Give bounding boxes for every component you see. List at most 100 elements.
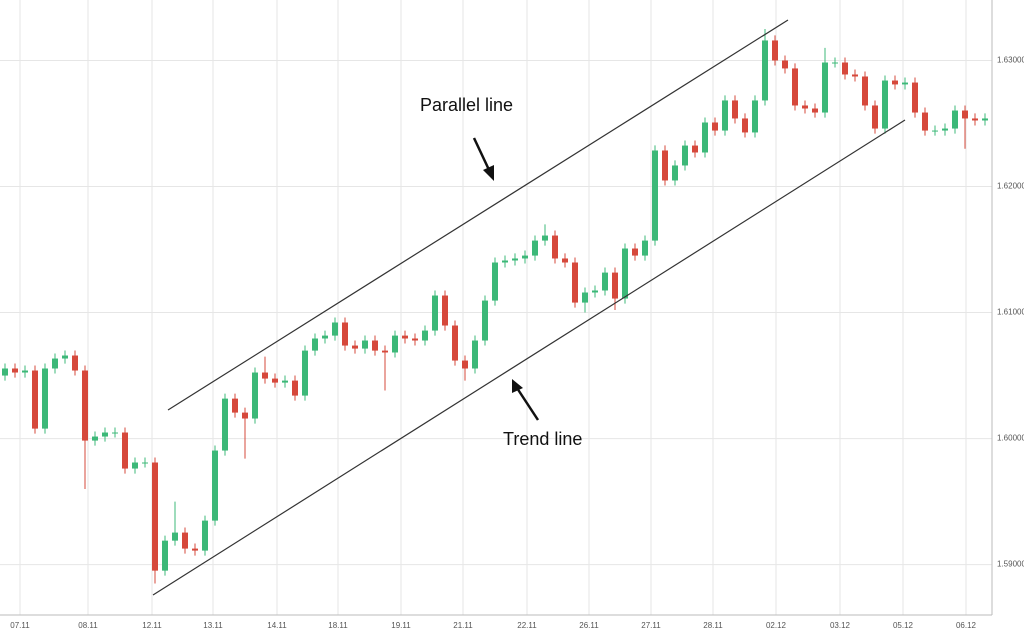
candle-body bbox=[602, 272, 608, 291]
candle-body bbox=[982, 118, 988, 121]
candle-body bbox=[62, 355, 68, 359]
y-tick-label: 1.63000 bbox=[997, 56, 1024, 65]
candle-body bbox=[312, 338, 318, 351]
x-tick-label: 21.11 bbox=[453, 621, 473, 630]
candle-body bbox=[132, 462, 138, 469]
candle-body bbox=[262, 372, 268, 379]
candle-body bbox=[302, 350, 308, 396]
arrow bbox=[512, 379, 540, 421]
candle-body bbox=[192, 548, 198, 551]
candle-body bbox=[752, 100, 758, 133]
candle-body bbox=[172, 532, 178, 541]
candles bbox=[2, 28, 988, 584]
candle-body bbox=[822, 62, 828, 113]
candle-body bbox=[872, 105, 878, 129]
grid bbox=[0, 0, 992, 615]
candle-body bbox=[842, 62, 848, 75]
candle-body bbox=[122, 432, 128, 469]
candle-body bbox=[722, 100, 728, 131]
candle-body bbox=[562, 258, 568, 263]
candle-body bbox=[892, 80, 898, 85]
candle-body bbox=[952, 110, 958, 129]
x-tick-label: 12.11 bbox=[142, 621, 162, 630]
candle-body bbox=[322, 335, 328, 339]
candle-body bbox=[342, 322, 348, 346]
x-tick-label: 06.12 bbox=[956, 621, 977, 630]
y-tick-label: 1.61000 bbox=[997, 308, 1024, 317]
candle-body bbox=[232, 398, 238, 413]
candle-body bbox=[522, 255, 528, 259]
candle-body bbox=[762, 40, 768, 101]
candle-body bbox=[882, 80, 888, 129]
candle-body bbox=[102, 432, 108, 437]
candle-body bbox=[742, 118, 748, 133]
y-tick-label: 1.59000 bbox=[997, 560, 1024, 569]
candle-body bbox=[362, 340, 368, 349]
candle-body bbox=[152, 462, 158, 571]
x-tick-label: 28.11 bbox=[703, 621, 723, 630]
candle-body bbox=[52, 358, 58, 369]
candle-body bbox=[332, 322, 338, 336]
candle-body bbox=[612, 272, 618, 299]
candle-body bbox=[912, 82, 918, 113]
candle-body bbox=[492, 262, 498, 301]
candle-body bbox=[242, 412, 248, 419]
annotation: Parallel line bbox=[420, 95, 513, 115]
candle-body bbox=[632, 248, 638, 256]
candle-body bbox=[422, 330, 428, 341]
candle-body bbox=[682, 145, 688, 166]
candle-body bbox=[212, 450, 218, 521]
candle-body bbox=[972, 118, 978, 121]
candle-body bbox=[932, 130, 938, 132]
candle-body bbox=[572, 262, 578, 303]
candle-body bbox=[42, 368, 48, 429]
candle-body bbox=[672, 165, 678, 181]
candle-body bbox=[382, 350, 388, 353]
candle-body bbox=[542, 235, 548, 241]
candle-body bbox=[812, 108, 818, 113]
candle-body bbox=[622, 248, 628, 299]
candle-body bbox=[452, 325, 458, 361]
candle-body bbox=[432, 295, 438, 331]
x-tick-label: 03.12 bbox=[830, 621, 851, 630]
x-tick-label: 05.12 bbox=[893, 621, 914, 630]
candle-body bbox=[532, 240, 538, 256]
candle-body bbox=[652, 150, 658, 241]
annotation: Trend line bbox=[503, 429, 582, 449]
candle-body bbox=[442, 295, 448, 326]
candle-body bbox=[352, 345, 358, 349]
candle-body bbox=[902, 82, 908, 85]
candle-body bbox=[862, 76, 868, 106]
candle-body bbox=[942, 128, 948, 131]
candle-body bbox=[162, 540, 168, 571]
candle-body bbox=[642, 240, 648, 256]
x-tick-label: 02.12 bbox=[766, 621, 787, 630]
candle-body bbox=[12, 368, 18, 373]
candle-body bbox=[22, 370, 28, 373]
candle-body bbox=[222, 398, 228, 451]
candle-body bbox=[402, 335, 408, 339]
candle-body bbox=[32, 370, 38, 429]
candle-body bbox=[142, 462, 148, 464]
candle-body bbox=[112, 432, 118, 434]
y-tick-label: 1.62000 bbox=[997, 182, 1024, 191]
candle-body bbox=[582, 292, 588, 303]
candle-body bbox=[462, 360, 468, 369]
candle-body bbox=[82, 370, 88, 441]
candle-body bbox=[392, 335, 398, 353]
candle-body bbox=[72, 355, 78, 371]
candle-body bbox=[282, 380, 288, 383]
candle-body bbox=[292, 380, 298, 396]
candle-body bbox=[412, 338, 418, 341]
candle-body bbox=[922, 112, 928, 131]
candle-body bbox=[552, 235, 558, 259]
trend-line bbox=[152, 119, 906, 596]
candle-body bbox=[782, 60, 788, 69]
x-tick-label: 08.11 bbox=[78, 621, 98, 630]
candle-body bbox=[502, 260, 508, 263]
candle-body bbox=[252, 372, 258, 419]
x-tick-label: 26.11 bbox=[579, 621, 599, 630]
y-tick-label: 1.60000 bbox=[997, 434, 1024, 443]
x-tick-label: 07.11 bbox=[10, 621, 30, 630]
candle-body bbox=[482, 300, 488, 341]
